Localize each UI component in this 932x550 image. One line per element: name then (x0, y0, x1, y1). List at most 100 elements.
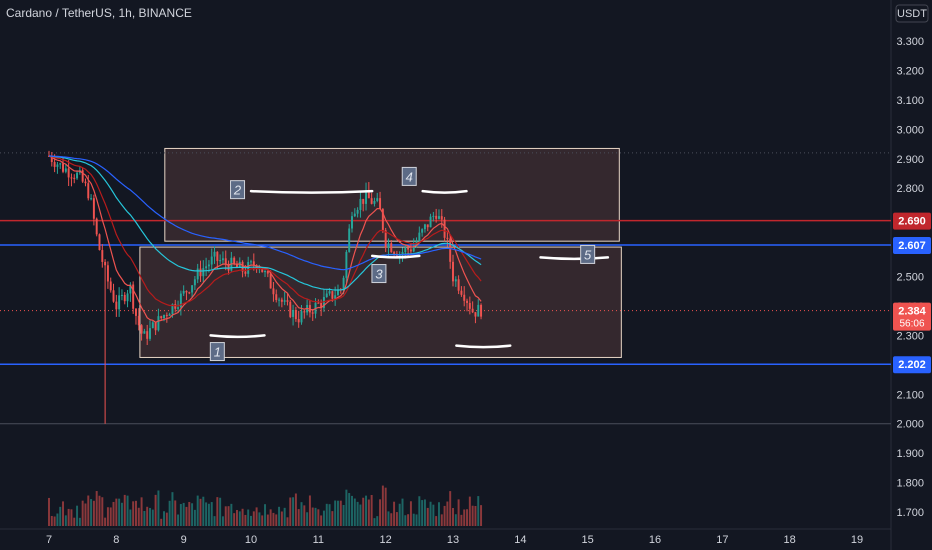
volume-bar (258, 512, 261, 526)
candle-body (334, 295, 337, 299)
volume-bar (300, 502, 303, 526)
annotation-label-box[interactable] (209, 342, 225, 362)
candle-body (224, 258, 227, 264)
candle-body (373, 200, 376, 204)
y-tick-label: 1.700 (896, 507, 924, 519)
price-tag-label: 2.202 (898, 359, 926, 371)
candle-body (193, 279, 196, 286)
annotation-stroke[interactable] (455, 344, 512, 349)
volume-bar (129, 509, 132, 526)
candle-body (325, 293, 328, 298)
volume-bar (241, 508, 244, 526)
volume-bar (353, 498, 356, 526)
candle-body (393, 252, 396, 254)
price-tag-label: 2.607 (898, 240, 926, 252)
volume-bar (53, 516, 56, 526)
candle-body (149, 328, 151, 339)
volume-bar (443, 505, 446, 526)
candle-body (126, 293, 129, 302)
volume-bar (255, 507, 258, 526)
candle-body (101, 250, 104, 262)
annotation-label-box[interactable] (230, 180, 246, 200)
volume-bar (219, 497, 222, 526)
volume-bar (247, 509, 250, 526)
candle-body (359, 198, 362, 210)
x-tick-label: 13 (447, 534, 459, 546)
candle-body (362, 198, 365, 204)
volume-bar (426, 507, 429, 526)
candle-body (421, 229, 424, 233)
volume-bar (370, 494, 373, 526)
volume-bar (421, 500, 424, 526)
candle-body (261, 268, 264, 273)
candle-body (174, 304, 177, 309)
currency-box (895, 4, 929, 23)
x-tick-label: 7 (46, 534, 52, 546)
annotation-label-box[interactable] (580, 244, 596, 264)
volume-bar (264, 504, 267, 526)
volume-bar (191, 503, 194, 526)
volume-bar (48, 497, 50, 526)
volume-bar (289, 497, 292, 526)
volume-bar (104, 517, 107, 526)
annotation-stroke[interactable] (421, 189, 468, 194)
candle-body (157, 316, 160, 331)
candle-body (311, 312, 314, 314)
candle-body (320, 302, 323, 308)
volume-bar (415, 514, 418, 526)
volume-bar (78, 517, 81, 526)
annotation-stroke[interactable] (370, 254, 421, 259)
volume-bar (216, 497, 219, 526)
candle-body (384, 230, 387, 248)
volume-bar (123, 494, 126, 526)
volume-bar (151, 509, 154, 526)
candle-body (275, 294, 278, 300)
volume-bar (81, 500, 84, 526)
candle-body (471, 308, 474, 313)
range-box[interactable] (164, 147, 620, 242)
volume-bar (56, 513, 59, 526)
volume-bar (280, 511, 283, 526)
candle-body (199, 268, 202, 277)
volume-bar (182, 502, 185, 526)
candle-body (272, 288, 275, 295)
x-tick-label: 18 (784, 534, 796, 546)
candle-body (407, 247, 410, 250)
price-tag-countdown: 56:06 (899, 319, 924, 330)
volume-bar (393, 501, 396, 526)
volume-bar (132, 501, 135, 526)
volume-bar (412, 513, 415, 526)
candle-body (480, 304, 483, 317)
candle-body (457, 279, 460, 291)
y-tick-label: 2.500 (896, 272, 924, 284)
candle-body (202, 268, 205, 277)
candle-body (84, 181, 87, 184)
volume-bar (157, 490, 160, 526)
volume-bar (59, 506, 62, 526)
annotation-label-box[interactable] (371, 264, 387, 284)
annotation-stroke[interactable] (249, 189, 374, 194)
annotation-stroke[interactable] (209, 334, 266, 339)
candle-body (64, 168, 67, 172)
candle-body (283, 300, 286, 302)
annotation-label-box[interactable] (401, 166, 417, 186)
candle-body (137, 315, 140, 326)
candle-body (468, 302, 471, 309)
candle-body (182, 290, 185, 294)
volume-bar (266, 514, 269, 526)
candle-body (216, 251, 219, 261)
volume-bar (227, 506, 230, 526)
volume-bar (84, 503, 87, 526)
candle-body (446, 237, 449, 239)
annotation-stroke[interactable] (539, 256, 610, 261)
volume-bar (64, 515, 67, 526)
candle-body (390, 243, 393, 253)
volume-bar (390, 513, 393, 526)
volume-bar (334, 500, 337, 526)
volume-bar (440, 514, 443, 526)
x-tick-label: 10 (245, 534, 257, 546)
volume-bar (454, 514, 457, 526)
candle-body (241, 261, 244, 272)
candle-body (266, 270, 269, 274)
